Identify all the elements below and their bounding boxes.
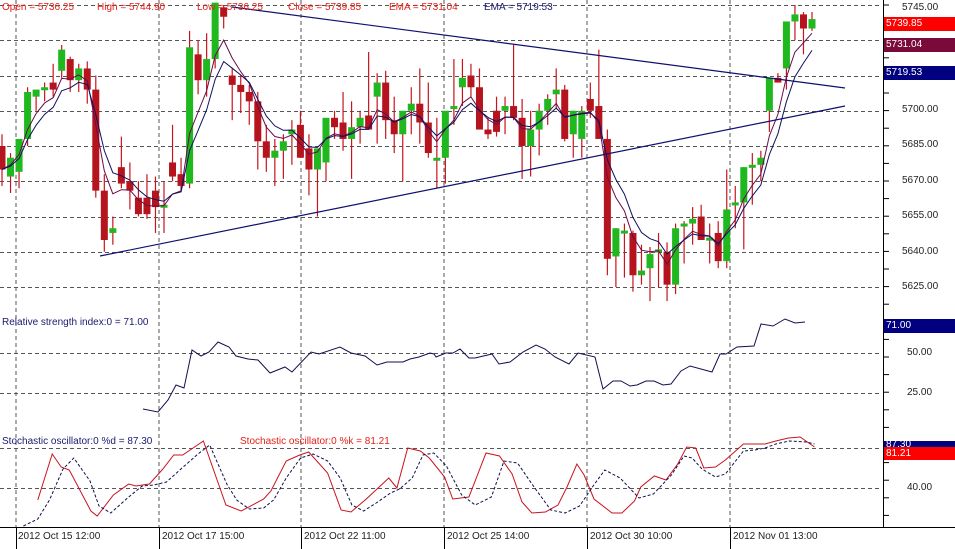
- open-value: Open = 5736.25: [2, 2, 75, 13]
- price-tick: 5670.00: [902, 175, 939, 186]
- time-label: 2012 Oct 22 11:00: [304, 531, 386, 542]
- price-tick: 5685.00: [902, 139, 939, 150]
- grid-lines: [0, 0, 882, 527]
- stoch-k-tag: 81.21: [884, 447, 955, 460]
- rsi-tag: 71.00: [884, 319, 955, 333]
- low-value: Low = 5736.25: [197, 2, 263, 13]
- candlestick-series: [0, 2, 816, 302]
- price-tick: 5625.00: [902, 281, 939, 292]
- rsi-tick: 50.00: [907, 347, 933, 358]
- time-label: 2012 Oct 30 10:00: [590, 531, 673, 542]
- stoch-tick: 40.00: [907, 482, 933, 493]
- rsi-line: [142, 318, 806, 413]
- price-tick: 5655.00: [902, 210, 939, 221]
- time-label: 2012 Oct 25 14:00: [447, 531, 530, 542]
- stoch-d-tag: 87.30: [884, 441, 955, 449]
- high-value: High = 5744.90: [97, 2, 166, 13]
- stochastic-lines: [23, 436, 815, 527]
- ema-lines: [1, 32, 813, 266]
- stoch-d-title: Stochastic oscillator:0 %d = 87.30: [2, 436, 153, 447]
- time-label: 2012 Oct 15 12:00: [18, 531, 101, 542]
- rsi-title: Relative strength index:0 = 71.00: [2, 317, 149, 328]
- ema-slow-tag: 5719.53: [884, 66, 955, 80]
- price-tick: 5745.00: [902, 2, 939, 13]
- ema-slow-value: EMA = 5719.53: [484, 2, 553, 13]
- price-tick: 5640.00: [902, 246, 939, 257]
- trendlines[interactable]: [99, 6, 846, 257]
- stoch-k-title: Stochastic oscillator:0 %k = 81.21: [240, 436, 390, 447]
- rsi-tick: 25.00: [907, 387, 933, 398]
- close-price-tag: 5739.85: [884, 17, 955, 31]
- time-label: 2012 Oct 17 15:00: [162, 531, 245, 542]
- close-value: Close = 5739.85: [288, 2, 362, 13]
- ema-fast-tag: 5731.04: [884, 38, 955, 52]
- price-tick: 5700.00: [902, 104, 939, 115]
- ema-fast-value: EMA = 5731.04: [389, 2, 458, 13]
- time-label: 2012 Nov 01 13:00: [733, 531, 818, 542]
